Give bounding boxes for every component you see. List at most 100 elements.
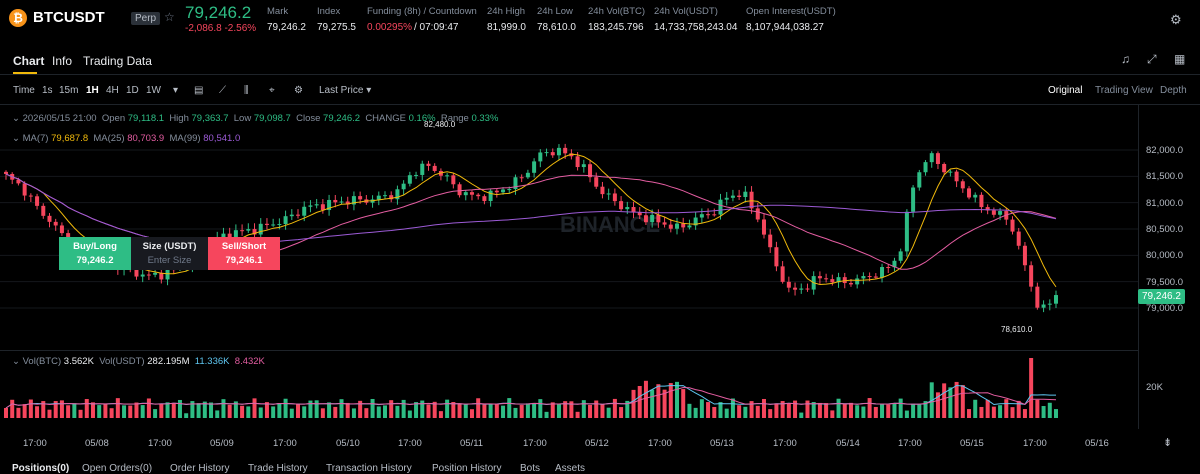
candle-body	[382, 195, 387, 197]
candle-body	[1035, 286, 1040, 308]
candle-body	[463, 192, 468, 196]
candle-type-icon[interactable]: ⫼	[244, 85, 249, 96]
volume-bar	[979, 406, 984, 418]
alert-bell-icon[interactable]: ♫	[1121, 52, 1130, 66]
ma25-value: 80,703.9	[127, 133, 165, 144]
view-trading-view[interactable]: Trading View	[1095, 85, 1153, 96]
buy-long-button[interactable]: Buy/Long 79,246.2	[59, 237, 131, 270]
candle-body	[662, 222, 667, 225]
candle-body	[898, 251, 903, 261]
calendar-icon[interactable]: ▤	[194, 85, 204, 96]
more-intervals-chevron-icon[interactable]: ▾	[173, 85, 179, 96]
drawing-tools-icon[interactable]: ⌖	[269, 85, 275, 96]
bottom-tab[interactable]: Transaction History	[326, 463, 412, 474]
grid-layout-icon[interactable]: ▦	[1174, 52, 1186, 66]
candle-body	[619, 201, 624, 210]
candle-body	[998, 211, 1003, 215]
candle-body	[575, 156, 580, 168]
volume-bar	[327, 402, 332, 418]
bottom-tab[interactable]: Trade History	[248, 463, 308, 474]
candle-body	[28, 195, 33, 197]
interval-4h[interactable]: 4H	[106, 85, 119, 96]
tab-trading-data[interactable]: Trading Data	[83, 54, 152, 68]
volume-bar	[718, 402, 723, 418]
bottom-tab[interactable]: Order History	[170, 463, 230, 474]
volume-bar	[811, 402, 816, 418]
time-axis-label: 05/14	[836, 438, 860, 449]
bottom-tab[interactable]: Open Orders(0)	[82, 463, 153, 474]
candle-body	[469, 192, 474, 195]
expand-icon[interactable]: ⤢	[1147, 52, 1157, 66]
time-axis-label: 05/13	[710, 438, 734, 449]
candle-body	[730, 195, 735, 198]
candle-body	[668, 224, 673, 229]
candle-body	[271, 224, 276, 226]
bottom-tab[interactable]: Assets	[555, 463, 586, 474]
indicator-line-icon[interactable]: ⟋	[219, 85, 226, 96]
candle-body	[233, 230, 238, 239]
volume-bar	[985, 399, 990, 418]
volume-bar	[848, 402, 853, 418]
bottom-tab[interactable]: Positions(0)	[12, 463, 70, 474]
vol-usdt-value: 282.195M	[147, 356, 190, 367]
volume-bar	[320, 408, 325, 418]
candle-body	[258, 223, 263, 235]
candle-body	[1022, 245, 1027, 266]
candlestick-chart[interactable]: BINANCE	[0, 104, 1200, 462]
candle-body	[706, 214, 711, 216]
volume-bar	[426, 404, 431, 418]
high-value: 79,363.7	[191, 113, 229, 124]
chart-settings-icon[interactable]: ⚙	[294, 85, 303, 96]
settings-gear-icon[interactable]: ⚙	[1170, 12, 1182, 27]
index-value: 79,275.5	[317, 22, 356, 33]
axis-settings-icon[interactable]: ⇟	[1163, 437, 1173, 449]
volume-bar	[184, 413, 189, 418]
bottom-tab[interactable]: Bots	[520, 463, 541, 474]
tab-info[interactable]: Info	[52, 54, 73, 68]
bottom-tab[interactable]: Position History	[432, 463, 502, 474]
price-axis-label: 79,000.0	[1146, 303, 1183, 314]
volume-bar	[258, 407, 263, 418]
ma99-value: 80,541.0	[203, 133, 241, 144]
interval-1d[interactable]: 1D	[126, 85, 139, 96]
volume-bar	[612, 398, 617, 418]
tab-chart[interactable]: Chart	[13, 54, 45, 68]
volume-bar	[1035, 399, 1040, 418]
price-type-select[interactable]: Last Price ▾	[319, 85, 372, 96]
favorite-star-icon[interactable]: ☆	[164, 10, 175, 24]
volume-bar	[780, 401, 785, 418]
view-depth[interactable]: Depth	[1160, 85, 1187, 96]
ma7-line	[5, 153, 1057, 288]
view-original[interactable]: Original	[1048, 85, 1083, 96]
interval-1s[interactable]: 1s	[42, 85, 53, 96]
volume-bar	[991, 406, 996, 418]
symbol-selector[interactable]: BTCUSDT	[33, 9, 105, 26]
volume-bar	[563, 401, 568, 418]
open-interest-label[interactable]: Open Interest(USDT)	[746, 6, 836, 17]
candle-body	[4, 171, 8, 174]
sell-short-button[interactable]: Sell/Short 79,246.1	[208, 237, 280, 270]
price-axis-label: 80,000.0	[1146, 250, 1183, 261]
size-input[interactable]: Size (USDT) Enter Size	[131, 237, 208, 270]
time-axis-label: 05/10	[336, 438, 360, 449]
price-axis-label: 82,000.0	[1146, 145, 1183, 156]
index-label[interactable]: Index	[317, 6, 341, 17]
volume-divider	[0, 350, 1138, 351]
candle-body	[793, 287, 798, 290]
candle-body	[824, 278, 829, 280]
interval-1w[interactable]: 1W	[146, 85, 161, 96]
volume-bar	[538, 399, 543, 418]
interval-15m[interactable]: 15m	[59, 85, 79, 96]
candle-body	[507, 189, 512, 191]
interval-1h[interactable]: 1H	[86, 85, 99, 96]
candle-body	[991, 210, 996, 215]
candle-body	[494, 190, 499, 193]
volume-bar	[911, 403, 916, 418]
candle-body	[712, 214, 717, 216]
candle-body	[227, 233, 232, 239]
candle-body	[935, 153, 940, 164]
candle-body	[327, 199, 332, 211]
volume-bar	[575, 411, 580, 418]
funding-label[interactable]: Funding (8h) / Countdown	[367, 6, 477, 17]
sell-price: 79,246.1	[225, 255, 263, 266]
